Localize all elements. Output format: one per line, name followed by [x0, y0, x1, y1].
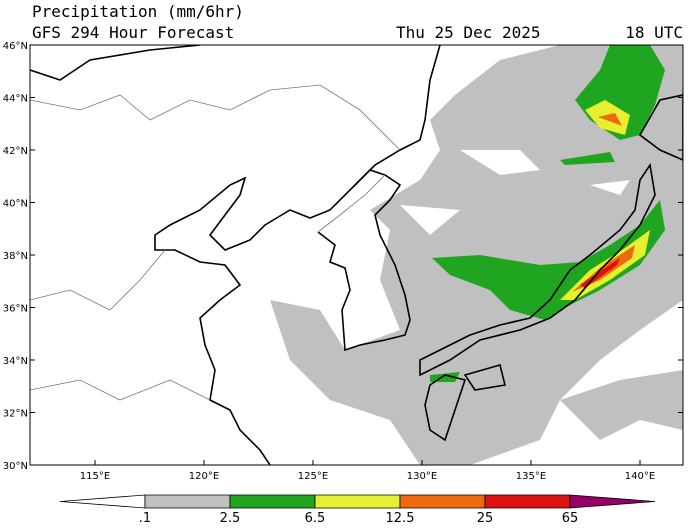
lon-label: 120°E [189, 471, 219, 482]
colorbar-segment [399, 494, 486, 509]
colorbar-segment [59, 494, 146, 509]
colorbar-segment [144, 494, 231, 509]
colorbar-label: 25 [477, 511, 494, 525]
subtitle: GFS 294 Hour Forecast [32, 23, 234, 42]
lat-label: 40°N [3, 199, 28, 210]
title: Precipitation (mm/6hr) [32, 2, 244, 21]
colorbar: .1 2.5 6.5 12.5 25 65 [59, 494, 656, 526]
borders [30, 84, 401, 401]
colorbar-label: 6.5 [305, 511, 326, 525]
lon-label: 115°E [80, 471, 110, 482]
ticks: 30°N 32°N 34°N 36°N 38°N 40°N 42°N 44°N 46°N 115°… [3, 41, 683, 482]
lat-label: 46°N [3, 41, 28, 52]
precip-area [432, 200, 665, 320]
lon-label: 130°E [407, 471, 437, 482]
colorbar-segment [484, 494, 571, 509]
colorbar-label: 2.5 [220, 511, 241, 525]
time: 18 UTC [625, 23, 683, 42]
lat-label: 42°N [3, 146, 28, 157]
colorbar-label: .1 [139, 511, 151, 525]
lat-label: 36°N [3, 304, 28, 315]
lat-label: 34°N [3, 356, 28, 367]
lat-label: 30°N [3, 461, 28, 472]
map [30, 45, 683, 465]
lat-label: 44°N [3, 94, 28, 105]
lon-label: 135°E [516, 471, 546, 482]
precip-extreme [580, 258, 620, 288]
date: Thu 25 Dec 2025 [396, 23, 541, 42]
colorbar-segment [229, 494, 316, 509]
precip-area [560, 370, 683, 440]
colorbar-segment [314, 494, 401, 509]
lat-label: 38°N [3, 251, 28, 262]
lon-label: 125°E [298, 471, 328, 482]
coastlines [30, 45, 683, 465]
precip-area [270, 45, 683, 465]
colorbar-label: 12.5 [386, 511, 415, 525]
precip-gap [400, 150, 630, 235]
colorbar-segment [569, 494, 656, 509]
lon-label: 140°E [625, 471, 655, 482]
lat-label: 32°N [3, 409, 28, 420]
colorbar-label: 65 [562, 511, 579, 525]
precip-light [270, 45, 683, 465]
